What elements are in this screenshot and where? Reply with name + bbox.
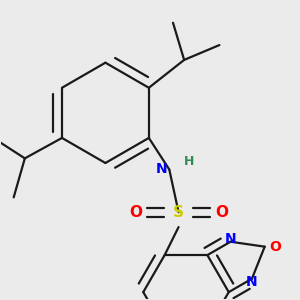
Text: N: N bbox=[225, 232, 236, 246]
Text: O: O bbox=[269, 240, 281, 254]
Text: N: N bbox=[156, 162, 167, 176]
Text: S: S bbox=[173, 205, 184, 220]
Text: H: H bbox=[184, 155, 194, 168]
Text: N: N bbox=[246, 275, 258, 289]
Text: O: O bbox=[129, 205, 142, 220]
Text: O: O bbox=[215, 205, 228, 220]
